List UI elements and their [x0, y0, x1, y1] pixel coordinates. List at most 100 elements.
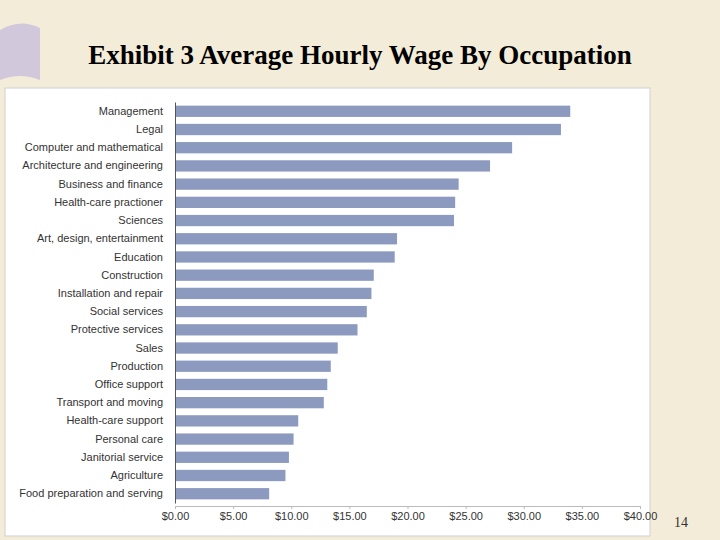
bar [175, 397, 324, 408]
tick: Production [110, 360, 175, 372]
category-label: Business and finance [58, 178, 163, 190]
page-number: 14 [674, 515, 688, 530]
category-label: Art, design, entertainment [37, 232, 163, 244]
tick-mark [524, 506, 525, 509]
bar [175, 379, 327, 390]
category-label: Protective services [71, 323, 164, 335]
tick: Social services [90, 305, 175, 317]
tick: $35.00 [566, 506, 600, 522]
tick-label: $0.00 [162, 510, 190, 522]
x-axis: $0.00 $5.00 $10.00 $15.00 $20.00 $25.00 $30.00… [162, 506, 658, 522]
tick: Sciences [118, 214, 175, 226]
tick-label: $5.00 [220, 510, 248, 522]
tick: Transport and moving [56, 396, 175, 408]
tick-mark [233, 506, 234, 509]
tick: Computer and mathematical [25, 141, 175, 153]
tick: $0.00 [162, 506, 190, 522]
category-label: Transport and moving [56, 396, 163, 408]
category-label: Social services [90, 305, 164, 317]
tick: $40.00 [624, 506, 658, 522]
axis-line [175, 103, 176, 504]
bars [175, 106, 570, 500]
chart-panel [5, 88, 650, 536]
tick: Construction [101, 269, 175, 281]
category-label: Food preparation and serving [19, 487, 163, 499]
bar [175, 106, 570, 117]
bar [175, 270, 374, 281]
tick: $20.00 [391, 506, 425, 522]
category-label: Installation and repair [58, 287, 164, 299]
tick-mark [349, 506, 350, 509]
tick-label: $30.00 [507, 510, 541, 522]
tick: Janitorial service [81, 451, 175, 463]
bar [175, 452, 289, 463]
tick: Personal care [95, 433, 175, 445]
tick-mark [466, 506, 467, 509]
tick: Business and finance [58, 178, 175, 190]
tick-mark [175, 506, 176, 509]
category-label: Construction [101, 269, 163, 281]
category-label: Agriculture [110, 469, 163, 481]
tick-mark [408, 506, 409, 509]
tick: Sales [135, 342, 175, 354]
category-label: Architecture and engineering [22, 159, 163, 171]
tick-label: $35.00 [566, 510, 600, 522]
tick: Health-care support [66, 414, 175, 426]
tick: $10.00 [275, 506, 309, 522]
decoration [0, 23, 40, 80]
bar [175, 233, 397, 244]
bar [175, 415, 298, 426]
y-axis: Management Legal Computer and mathematical… [19, 103, 175, 504]
bar [175, 470, 285, 481]
bar [175, 251, 395, 262]
tick-label: $40.00 [624, 510, 658, 522]
tick: Installation and repair [58, 287, 175, 299]
bar [175, 306, 367, 317]
title: Exhibit 3 Average Hourly Wage By Occupat… [88, 40, 632, 70]
category-label: Education [114, 250, 163, 262]
bar [175, 178, 459, 189]
tick: Health-care practioner [54, 196, 175, 208]
bar [175, 160, 490, 171]
category-label: Management [99, 105, 163, 117]
tick: Agriculture [110, 469, 175, 481]
tick: Education [114, 250, 175, 262]
tick-mark [291, 506, 292, 509]
bar [175, 342, 338, 353]
tick: Management [99, 105, 175, 117]
bar [175, 197, 455, 208]
category-label: Sales [135, 342, 163, 354]
tick: Architecture and engineering [22, 159, 175, 171]
bar [175, 361, 331, 372]
tick-mark [640, 506, 641, 509]
category-label: Health-care support [66, 414, 163, 426]
category-label: Sciences [118, 214, 163, 226]
tick-label: $10.00 [275, 510, 309, 522]
category-label: Health-care practioner [54, 196, 163, 208]
bar [175, 433, 294, 444]
tick-label: $20.00 [391, 510, 425, 522]
bar [175, 324, 358, 335]
bar [175, 488, 269, 499]
bar [175, 288, 371, 299]
category-label: Legal [136, 123, 163, 135]
category-label: Office support [95, 378, 163, 390]
background [0, 0, 720, 540]
tick: $5.00 [220, 506, 248, 522]
category-label: Janitorial service [81, 451, 163, 463]
tick: Protective services [71, 323, 175, 335]
category-label: Computer and mathematical [25, 141, 163, 153]
category-label: Production [110, 360, 163, 372]
tick: Art, design, entertainment [37, 232, 175, 244]
tick: $25.00 [449, 506, 483, 522]
category-label: Personal care [95, 433, 163, 445]
tick: $15.00 [333, 506, 367, 522]
bar [175, 124, 561, 135]
tick: Food preparation and serving [19, 487, 175, 499]
tick-label: $15.00 [333, 510, 367, 522]
tick: $30.00 [507, 506, 541, 522]
tick-label: $25.00 [449, 510, 483, 522]
tick: Office support [95, 378, 175, 390]
tick: Legal [136, 123, 175, 135]
bar [175, 215, 454, 226]
